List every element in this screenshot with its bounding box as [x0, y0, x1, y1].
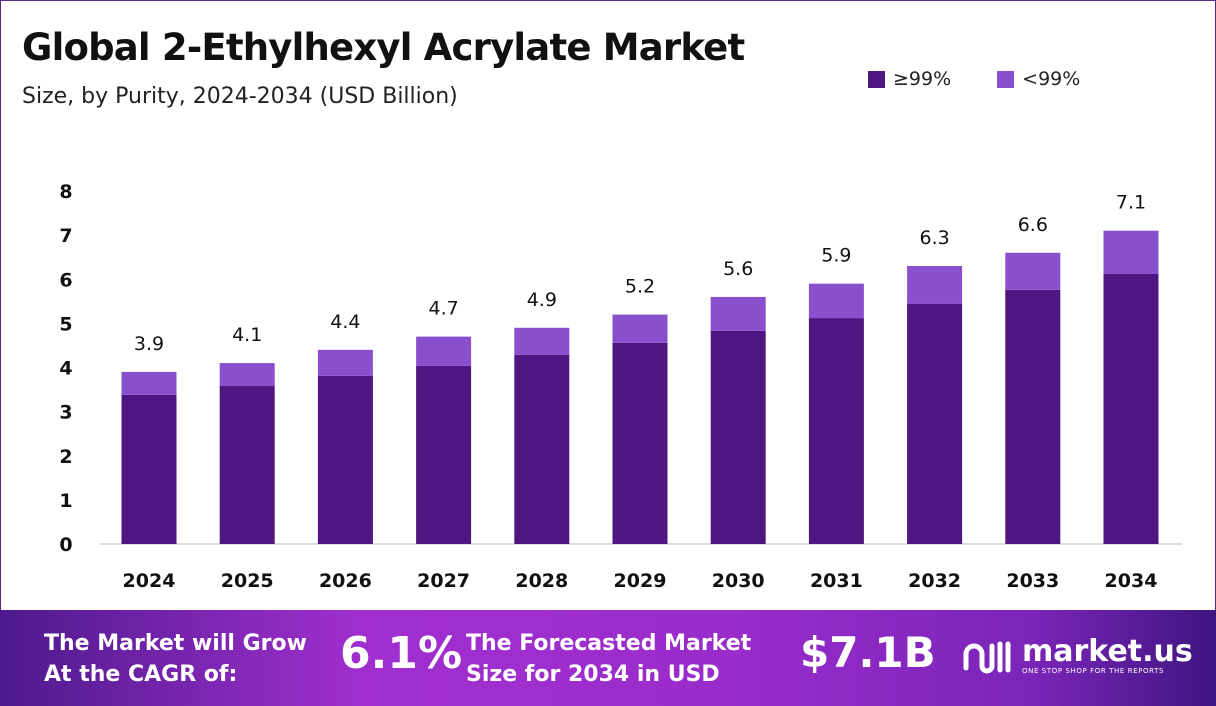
bar-segment	[416, 365, 472, 544]
total-label: 4.7	[428, 298, 458, 320]
y-tick-label: 3	[59, 402, 72, 424]
total-label: 4.9	[527, 289, 557, 311]
y-tick-label: 0	[59, 534, 72, 556]
bar-segment	[808, 318, 864, 544]
legend-swatch	[997, 70, 1015, 88]
forecast-label-line: Size for 2034 in USD	[466, 662, 720, 687]
bar-segment	[808, 283, 864, 319]
footer-banner: The Market will Grow At the CAGR of: 6.1%…	[0, 610, 1216, 706]
bar-segment	[121, 394, 177, 544]
y-tick-label: 4	[59, 358, 72, 380]
brand-name: market.us	[1022, 634, 1193, 669]
bar-segment	[121, 371, 177, 395]
brand-tagline: ONE STOP SHOP FOR THE REPORTS	[1022, 667, 1165, 675]
brand-logo: market.us ONE STOP SHOP FOR THE REPORTS	[960, 636, 1193, 676]
chart-subtitle: Size, by Purity, 2024-2034 (USD Billion)	[22, 84, 458, 109]
legend-item-lt99: <99%	[997, 68, 1080, 90]
bar-segment	[907, 303, 963, 544]
legend-item-ge99: ≥99%	[868, 68, 951, 90]
forecast-label: The Forecasted Market Size for 2034 in US…	[466, 628, 751, 690]
legend-swatch	[868, 70, 885, 88]
bar-segment	[219, 363, 275, 387]
bar-segment	[612, 342, 668, 544]
total-label: 4.4	[330, 311, 360, 333]
total-label: 4.1	[232, 324, 262, 346]
bar-segment	[612, 314, 668, 343]
cagr-label-line: The Market will Grow	[44, 631, 307, 656]
x-tick-label: 2029	[614, 570, 667, 592]
x-tick-label: 2034	[1105, 570, 1158, 592]
bar-segment	[416, 336, 472, 366]
x-tick-label: 2033	[1006, 570, 1059, 592]
bar-segment	[710, 296, 766, 331]
total-label: 6.3	[919, 227, 949, 249]
forecast-value: $7.1B	[800, 628, 936, 677]
bar-segment	[1103, 230, 1159, 274]
x-tick-label: 2031	[810, 570, 863, 592]
chart-title: Global 2-Ethylhexyl Acrylate Market	[22, 26, 745, 69]
y-tick-label: 6	[59, 269, 72, 291]
bar-segment	[219, 386, 275, 544]
bar-segment	[514, 327, 570, 355]
x-tick-label: 2032	[908, 570, 961, 592]
cagr-label-line: At the CAGR of:	[44, 662, 238, 687]
bar-segment	[1005, 289, 1061, 544]
bar-segment	[1005, 252, 1061, 290]
x-tick-label: 2027	[417, 570, 470, 592]
total-label: 7.1	[1116, 192, 1146, 214]
y-tick-label: 2	[59, 446, 72, 468]
bar-segment	[1103, 273, 1159, 544]
total-label: 5.6	[723, 258, 753, 280]
y-tick-label: 5	[59, 313, 72, 335]
total-label: 6.6	[1018, 214, 1048, 236]
legend: ≥99% <99%	[868, 68, 1080, 90]
forecast-label-line: The Forecasted Market	[466, 631, 752, 656]
legend-label: <99%	[1022, 68, 1081, 90]
cagr-label: The Market will Grow At the CAGR of:	[44, 628, 307, 690]
bar-chart: 0 1 2 3 4 5 6 7 8 3.9 2024 4.1 2025 4.4 2026 4.7 2027 4.9…	[59, 181, 1182, 592]
y-tick-label: 7	[59, 225, 72, 247]
bar-segment	[317, 375, 373, 544]
bar-segment	[710, 330, 766, 544]
x-tick-label: 2025	[221, 570, 274, 592]
x-tick-label: 2030	[712, 570, 765, 592]
legend-label: ≥99%	[893, 68, 952, 90]
x-tick-label: 2028	[515, 570, 568, 592]
cagr-value: 6.1%	[340, 628, 463, 679]
total-label: 5.2	[625, 276, 655, 298]
total-label: 3.9	[134, 333, 164, 355]
brand-logo-icon	[963, 641, 1011, 674]
y-tick-label: 8	[59, 181, 72, 203]
y-tick-label: 1	[59, 490, 72, 512]
total-label: 5.9	[821, 245, 851, 267]
x-tick-label: 2024	[123, 570, 176, 592]
x-tick-label: 2026	[319, 570, 372, 592]
bar-segment	[317, 349, 373, 376]
bar-segment	[514, 354, 570, 544]
bar-segment	[907, 266, 963, 304]
